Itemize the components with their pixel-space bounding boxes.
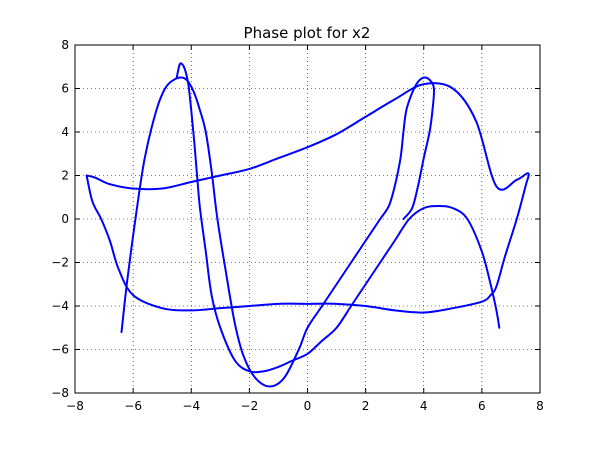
x-tick-label: −4: [182, 399, 200, 413]
y-tick-label: 0: [61, 212, 69, 226]
x-tick-label: 4: [420, 399, 428, 413]
x-tick-label: 6: [478, 399, 486, 413]
y-tick-label: −4: [51, 299, 69, 313]
y-tick-label: −8: [51, 386, 69, 400]
x-tick-label: −6: [124, 399, 142, 413]
phase-trajectory-2: [120, 76, 436, 388]
y-tick-label: 4: [61, 125, 69, 139]
grid: [75, 45, 540, 393]
y-tick-label: −2: [51, 256, 69, 270]
y-tick-label: −6: [51, 343, 69, 357]
tick-layer: −8 −6 −4 −2 0 2 4 6 8 −8 −6 −4 −2 0 2 4 6 8: [51, 38, 544, 413]
y-tick-label: 8: [61, 38, 69, 52]
phase-trajectory-3: [175, 62, 501, 374]
y-tick-label: 2: [61, 169, 69, 183]
x-tick-label: 8: [536, 399, 544, 413]
x-tick-label: −8: [66, 399, 84, 413]
chart-title: Phase plot for x2: [244, 24, 371, 42]
x-tick-label: 0: [304, 399, 312, 413]
y-tick-label: 6: [61, 82, 69, 96]
x-tick-label: 2: [362, 399, 370, 413]
series-layer: [85, 62, 530, 388]
x-tick-label: −2: [241, 399, 259, 413]
phase-trajectory-1: [85, 82, 530, 314]
